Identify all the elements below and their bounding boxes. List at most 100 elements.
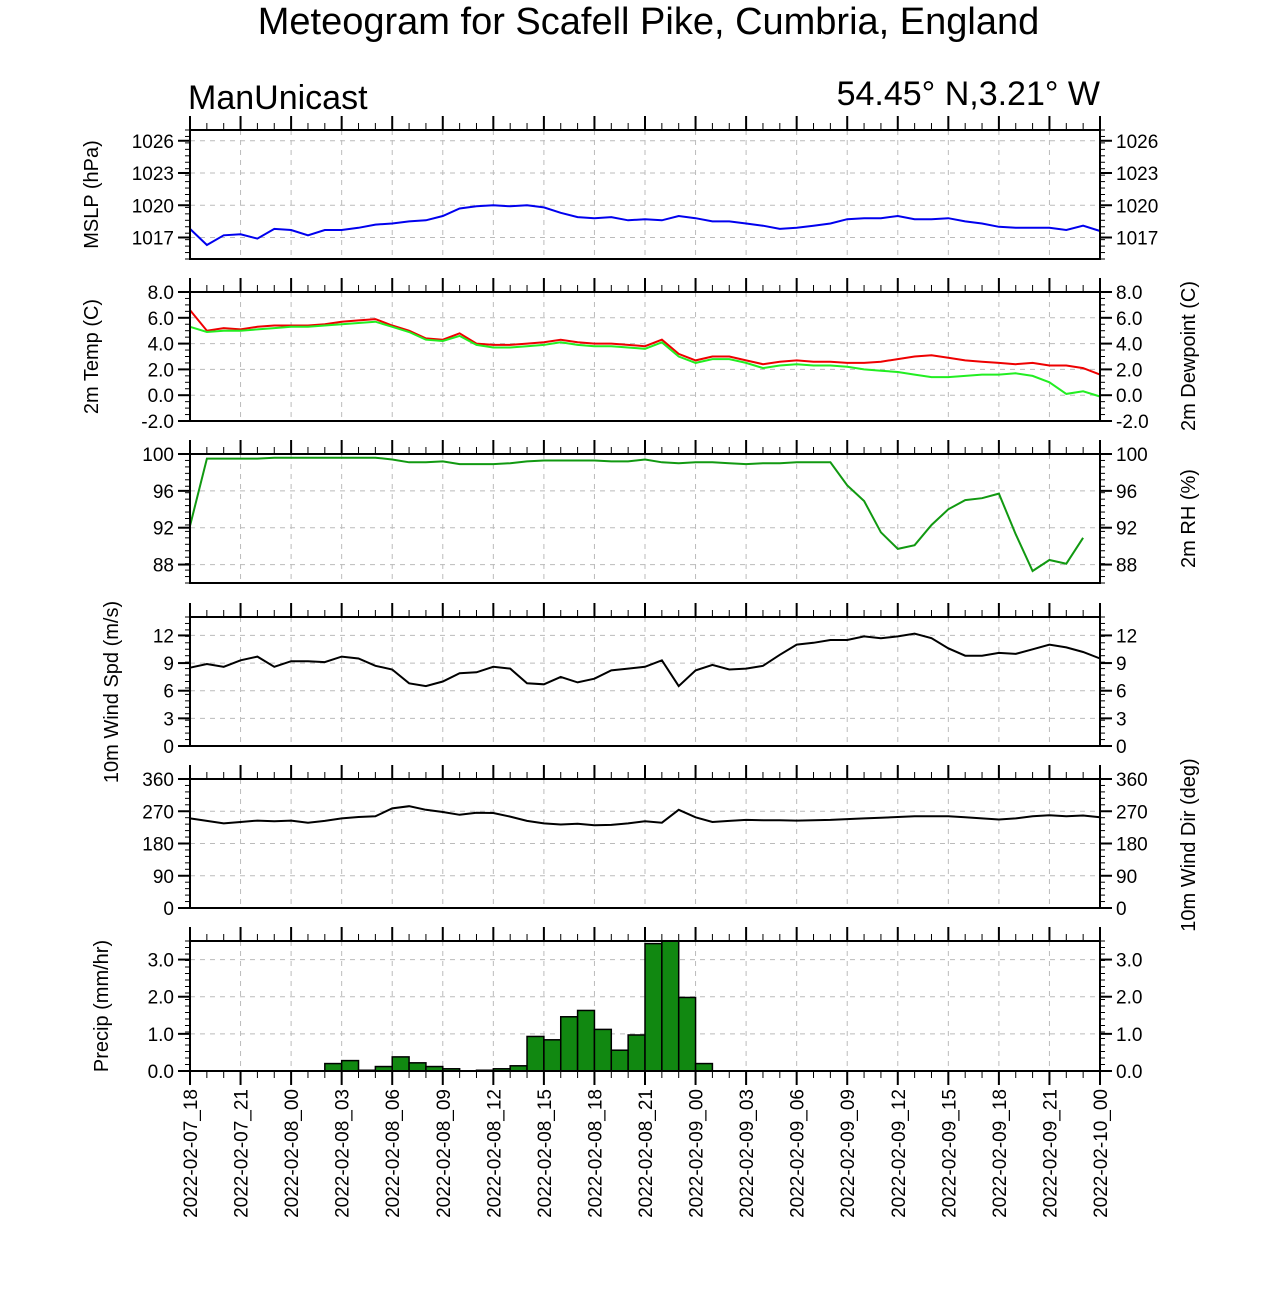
location-coordinates: 54.45° N,3.21° W — [836, 75, 1100, 113]
y-tick-label: 4.0 — [148, 335, 174, 356]
y-tick-label: 100 — [142, 445, 174, 466]
x-tick-label: 2022-02-08_12 — [484, 1089, 505, 1218]
x-tick-label: 2022-02-09_18 — [990, 1089, 1011, 1218]
y-axis-title-left: 10m Wind Spd (m/s) — [101, 601, 123, 783]
y-tick-label: 92 — [153, 519, 174, 540]
y-tick-label: 1020 — [132, 196, 174, 217]
y-tick-label-right: 270 — [1116, 802, 1148, 823]
y-tick-label: 90 — [153, 867, 174, 888]
precip-bar — [644, 942, 663, 1072]
y-tick-label: 1.0 — [148, 1025, 174, 1046]
y-tick-label: 2.0 — [148, 988, 174, 1009]
y-tick-label-right: 2.0 — [1116, 988, 1142, 1009]
precip-bar — [543, 1039, 562, 1072]
precip-bar — [610, 1049, 629, 1072]
y-tick-label: 1023 — [132, 164, 174, 185]
y-tick-label: 0 — [163, 737, 174, 758]
wdir-series-0 — [189, 805, 1101, 827]
x-tick-label: 2022-02-08_06 — [383, 1089, 404, 1218]
precip-bar — [559, 1016, 579, 1072]
y-axis-title-left: MSLP (hPa) — [81, 140, 103, 249]
mslp-series-0 — [189, 204, 1101, 247]
y-tick-label: 96 — [153, 482, 174, 503]
y-tick-label-right: 90 — [1116, 867, 1137, 888]
y-tick-label: -2.0 — [141, 412, 174, 433]
y-tick-label: 0 — [163, 899, 174, 920]
y-tick-label-right: 88 — [1116, 556, 1137, 577]
y-tick-label: 0.0 — [148, 386, 174, 407]
y-tick-label: 12 — [153, 626, 174, 647]
precip-bar — [391, 1056, 410, 1072]
y-tick-label: 180 — [142, 835, 174, 856]
y-axis-title-left: Precip (mm/hr) — [91, 940, 113, 1072]
x-tick-label: 2022-02-08_18 — [585, 1089, 606, 1218]
y-tick-label-right: 0.0 — [1116, 1062, 1142, 1083]
precip-bar — [627, 1034, 646, 1072]
y-tick-label-right: 92 — [1116, 519, 1137, 540]
y-tick-label-right: 0 — [1116, 737, 1127, 758]
y-tick-label: 3 — [163, 709, 174, 730]
y-tick-label: 8.0 — [148, 283, 174, 304]
panel-wspd — [178, 603, 1112, 747]
x-tick-label: 2022-02-08_15 — [535, 1089, 556, 1218]
x-tick-label: 2022-02-10_00 — [1091, 1089, 1112, 1218]
y-tick-label: 6 — [163, 682, 174, 703]
precip-bar — [593, 1028, 613, 1072]
x-tick-label: 2022-02-09_09 — [838, 1089, 859, 1218]
x-tick-label: 2022-02-08_03 — [333, 1089, 354, 1218]
x-tick-label: 2022-02-09_03 — [737, 1089, 758, 1218]
x-tick-label: 2022-02-08_09 — [434, 1089, 455, 1218]
x-tick-label: 2022-02-08_00 — [282, 1089, 303, 1218]
y-tick-label-right: 2.0 — [1116, 360, 1142, 381]
y-tick-label: 9 — [163, 654, 174, 675]
precip-bar — [340, 1059, 360, 1072]
y-axis-title-right: 2m RH (%) — [1178, 469, 1200, 568]
panel-wdir — [178, 765, 1112, 909]
y-tick-label-right: 3 — [1116, 709, 1127, 730]
x-tick-label: 2022-02-09_06 — [788, 1089, 809, 1218]
y-tick-label-right: 360 — [1116, 770, 1148, 791]
x-tick-label: 2022-02-09_21 — [1040, 1089, 1061, 1218]
precip-bar — [661, 940, 680, 1072]
panel-temp — [178, 278, 1112, 422]
y-tick-label: 0.0 — [148, 1062, 174, 1083]
y-axis-title-left: 2m Temp (C) — [81, 299, 103, 414]
x-tick-label: 2022-02-07_18 — [181, 1089, 202, 1218]
x-tick-label: 2022-02-09_00 — [687, 1089, 708, 1218]
page-title: Meteogram for Scafell Pike, Cumbria, Eng… — [257, 1, 1040, 43]
panel-rh — [178, 440, 1112, 584]
precip-bar — [324, 1062, 343, 1072]
y-tick-label-right: 1026 — [1116, 132, 1158, 153]
y-tick-label-right: -2.0 — [1116, 412, 1149, 433]
y-tick-label: 3.0 — [148, 951, 174, 972]
y-tick-label-right: 96 — [1116, 482, 1137, 503]
y-tick-label: 6.0 — [148, 309, 174, 330]
panel-precip — [178, 927, 1112, 1085]
x-tick-label: 2022-02-09_12 — [889, 1089, 910, 1218]
y-tick-label-right: 12 — [1116, 626, 1137, 647]
precip-bar — [677, 996, 697, 1072]
precip-bar — [576, 1009, 596, 1072]
x-tick-label: 2022-02-09_15 — [939, 1089, 960, 1218]
y-tick-label: 2.0 — [148, 360, 174, 381]
x-tick-label: 2022-02-07_21 — [232, 1089, 253, 1218]
rh-series-0 — [189, 456, 1084, 573]
y-tick-label: 270 — [142, 802, 174, 823]
y-axis-title-right: 2m Dewpoint (C) — [1178, 281, 1200, 431]
y-tick-label: 360 — [142, 770, 174, 791]
y-tick-label-right: 0 — [1116, 899, 1127, 920]
y-tick-label-right: 0.0 — [1116, 386, 1142, 407]
y-axis-title-right: 10m Wind Dir (deg) — [1178, 758, 1200, 931]
y-tick-label: 1026 — [132, 132, 174, 153]
y-tick-label-right: 1.0 — [1116, 1025, 1142, 1046]
y-tick-label-right: 9 — [1116, 654, 1127, 675]
model-name: ManUnicast — [188, 79, 368, 117]
panel-mslp — [178, 116, 1112, 260]
y-tick-label-right: 1023 — [1116, 164, 1158, 185]
y-tick-label-right: 6.0 — [1116, 309, 1142, 330]
y-tick-label-right: 6 — [1116, 682, 1127, 703]
precip-bar — [408, 1062, 427, 1072]
wspd-series-0 — [189, 632, 1101, 688]
y-tick-label-right: 1017 — [1116, 229, 1158, 250]
